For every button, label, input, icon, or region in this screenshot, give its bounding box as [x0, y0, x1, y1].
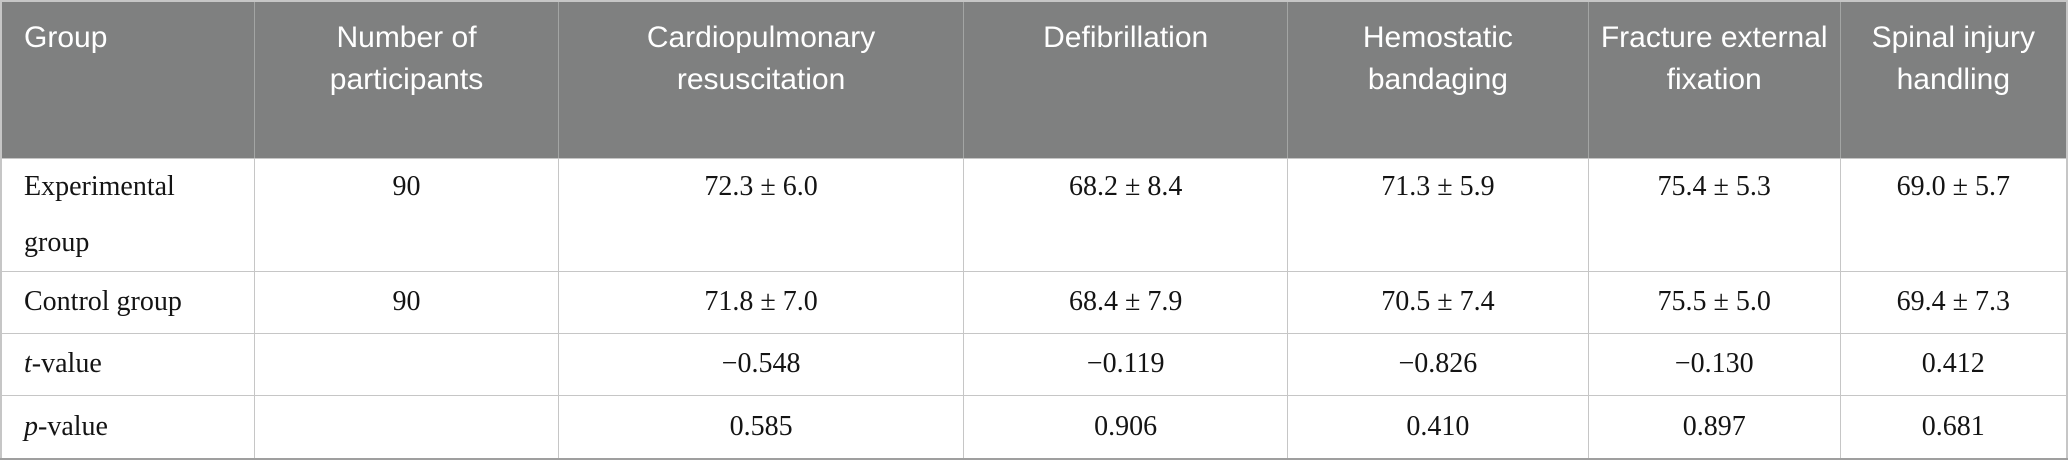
- cell-participants: [254, 394, 559, 460]
- cell-hemostatic: 71.3 ± 5.9: [1287, 157, 1589, 272]
- column-header-participants: Number of participants: [254, 1, 559, 159]
- cell-cpr: −0.548: [557, 332, 965, 396]
- cell-hemostatic: −0.826: [1287, 332, 1589, 396]
- table-header: Group Number of participants Cardiopulmo…: [1, 1, 2067, 159]
- table-row-t-value: t-value −0.548 −0.119 −0.826 −0.130 0.41…: [0, 332, 2068, 396]
- column-header-defibrillation: Defibrillation: [963, 1, 1288, 159]
- header-row: Group Number of participants Cardiopulmo…: [1, 1, 2067, 159]
- row-label: p-value: [0, 394, 256, 460]
- cell-cpr: 71.8 ± 7.0: [557, 270, 965, 334]
- cell-defibrillation: 68.4 ± 7.9: [963, 270, 1289, 334]
- table-row-experimental: Experimental group 90 72.3 ± 6.0 68.2 ± …: [0, 157, 2068, 272]
- cell-spinal: 0.412: [1839, 332, 2068, 396]
- row-label-text: Control group: [24, 286, 182, 317]
- cell-spinal: 0.681: [1839, 394, 2068, 460]
- cell-defibrillation: 68.2 ± 8.4: [963, 157, 1289, 272]
- table-row-control: Control group 90 71.8 ± 7.0 68.4 ± 7.9 7…: [0, 270, 2068, 334]
- cell-defibrillation: 0.906: [963, 394, 1289, 460]
- column-header-fracture: Fracture external fixation: [1587, 1, 1841, 159]
- cell-participants: 90: [254, 157, 559, 272]
- cell-spinal: 69.4 ± 7.3: [1839, 270, 2068, 334]
- column-header-spinal: Spinal injury handling: [1839, 1, 2067, 159]
- cell-defibrillation: −0.119: [963, 332, 1289, 396]
- cell-fracture: −0.130: [1587, 332, 1841, 396]
- row-label-text: -value: [31, 348, 102, 379]
- cell-participants: [254, 332, 559, 396]
- row-label: Experimental group: [0, 157, 256, 272]
- cell-hemostatic: 0.410: [1287, 394, 1589, 460]
- cell-hemostatic: 70.5 ± 7.4: [1287, 270, 1589, 334]
- column-header-cpr: Cardiopulmonary resuscitation: [557, 1, 964, 159]
- row-label-prefix: t: [24, 348, 32, 379]
- cell-fracture: 75.5 ± 5.0: [1587, 270, 1841, 334]
- cell-spinal: 69.0 ± 5.7: [1839, 157, 2068, 272]
- cell-cpr: 72.3 ± 6.0: [557, 157, 965, 272]
- cell-fracture: 0.897: [1587, 394, 1841, 460]
- column-header-group: Group: [1, 1, 255, 159]
- row-label: t-value: [0, 332, 256, 396]
- cell-cpr: 0.585: [557, 394, 965, 460]
- row-label-prefix: p: [24, 410, 38, 442]
- cell-participants: 90: [254, 270, 559, 334]
- table-body: Experimental group 90 72.3 ± 6.0 68.2 ± …: [0, 157, 2068, 460]
- table-row-p-value: p-value 0.585 0.906 0.410 0.897 0.681: [0, 394, 2068, 460]
- cell-fracture: 75.4 ± 5.3: [1587, 157, 1841, 272]
- row-label-text: Experimental group: [24, 170, 175, 258]
- row-label-text: -value: [38, 410, 108, 442]
- column-header-hemostatic: Hemostatic bandaging: [1287, 1, 1589, 159]
- statistics-table: Group Number of participants Cardiopulmo…: [0, 0, 2068, 460]
- row-label: Control group: [0, 270, 256, 334]
